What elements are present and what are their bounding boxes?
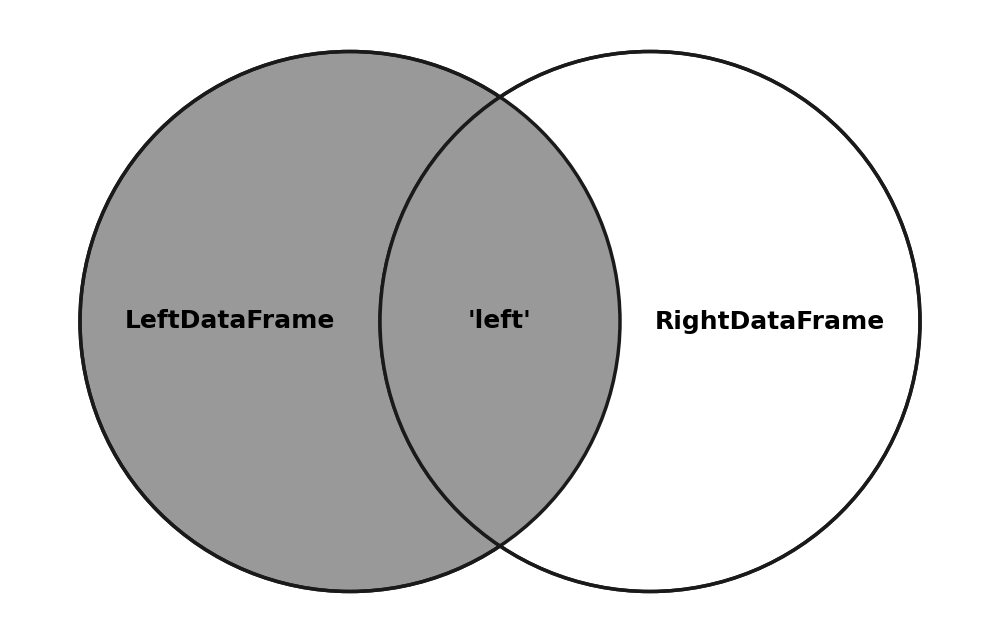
- Circle shape: [380, 51, 920, 592]
- Circle shape: [80, 51, 620, 592]
- Text: RightDataFrame: RightDataFrame: [655, 309, 885, 334]
- Circle shape: [80, 51, 620, 592]
- Text: 'left': 'left': [468, 309, 532, 334]
- Text: LeftDataFrame: LeftDataFrame: [125, 309, 335, 334]
